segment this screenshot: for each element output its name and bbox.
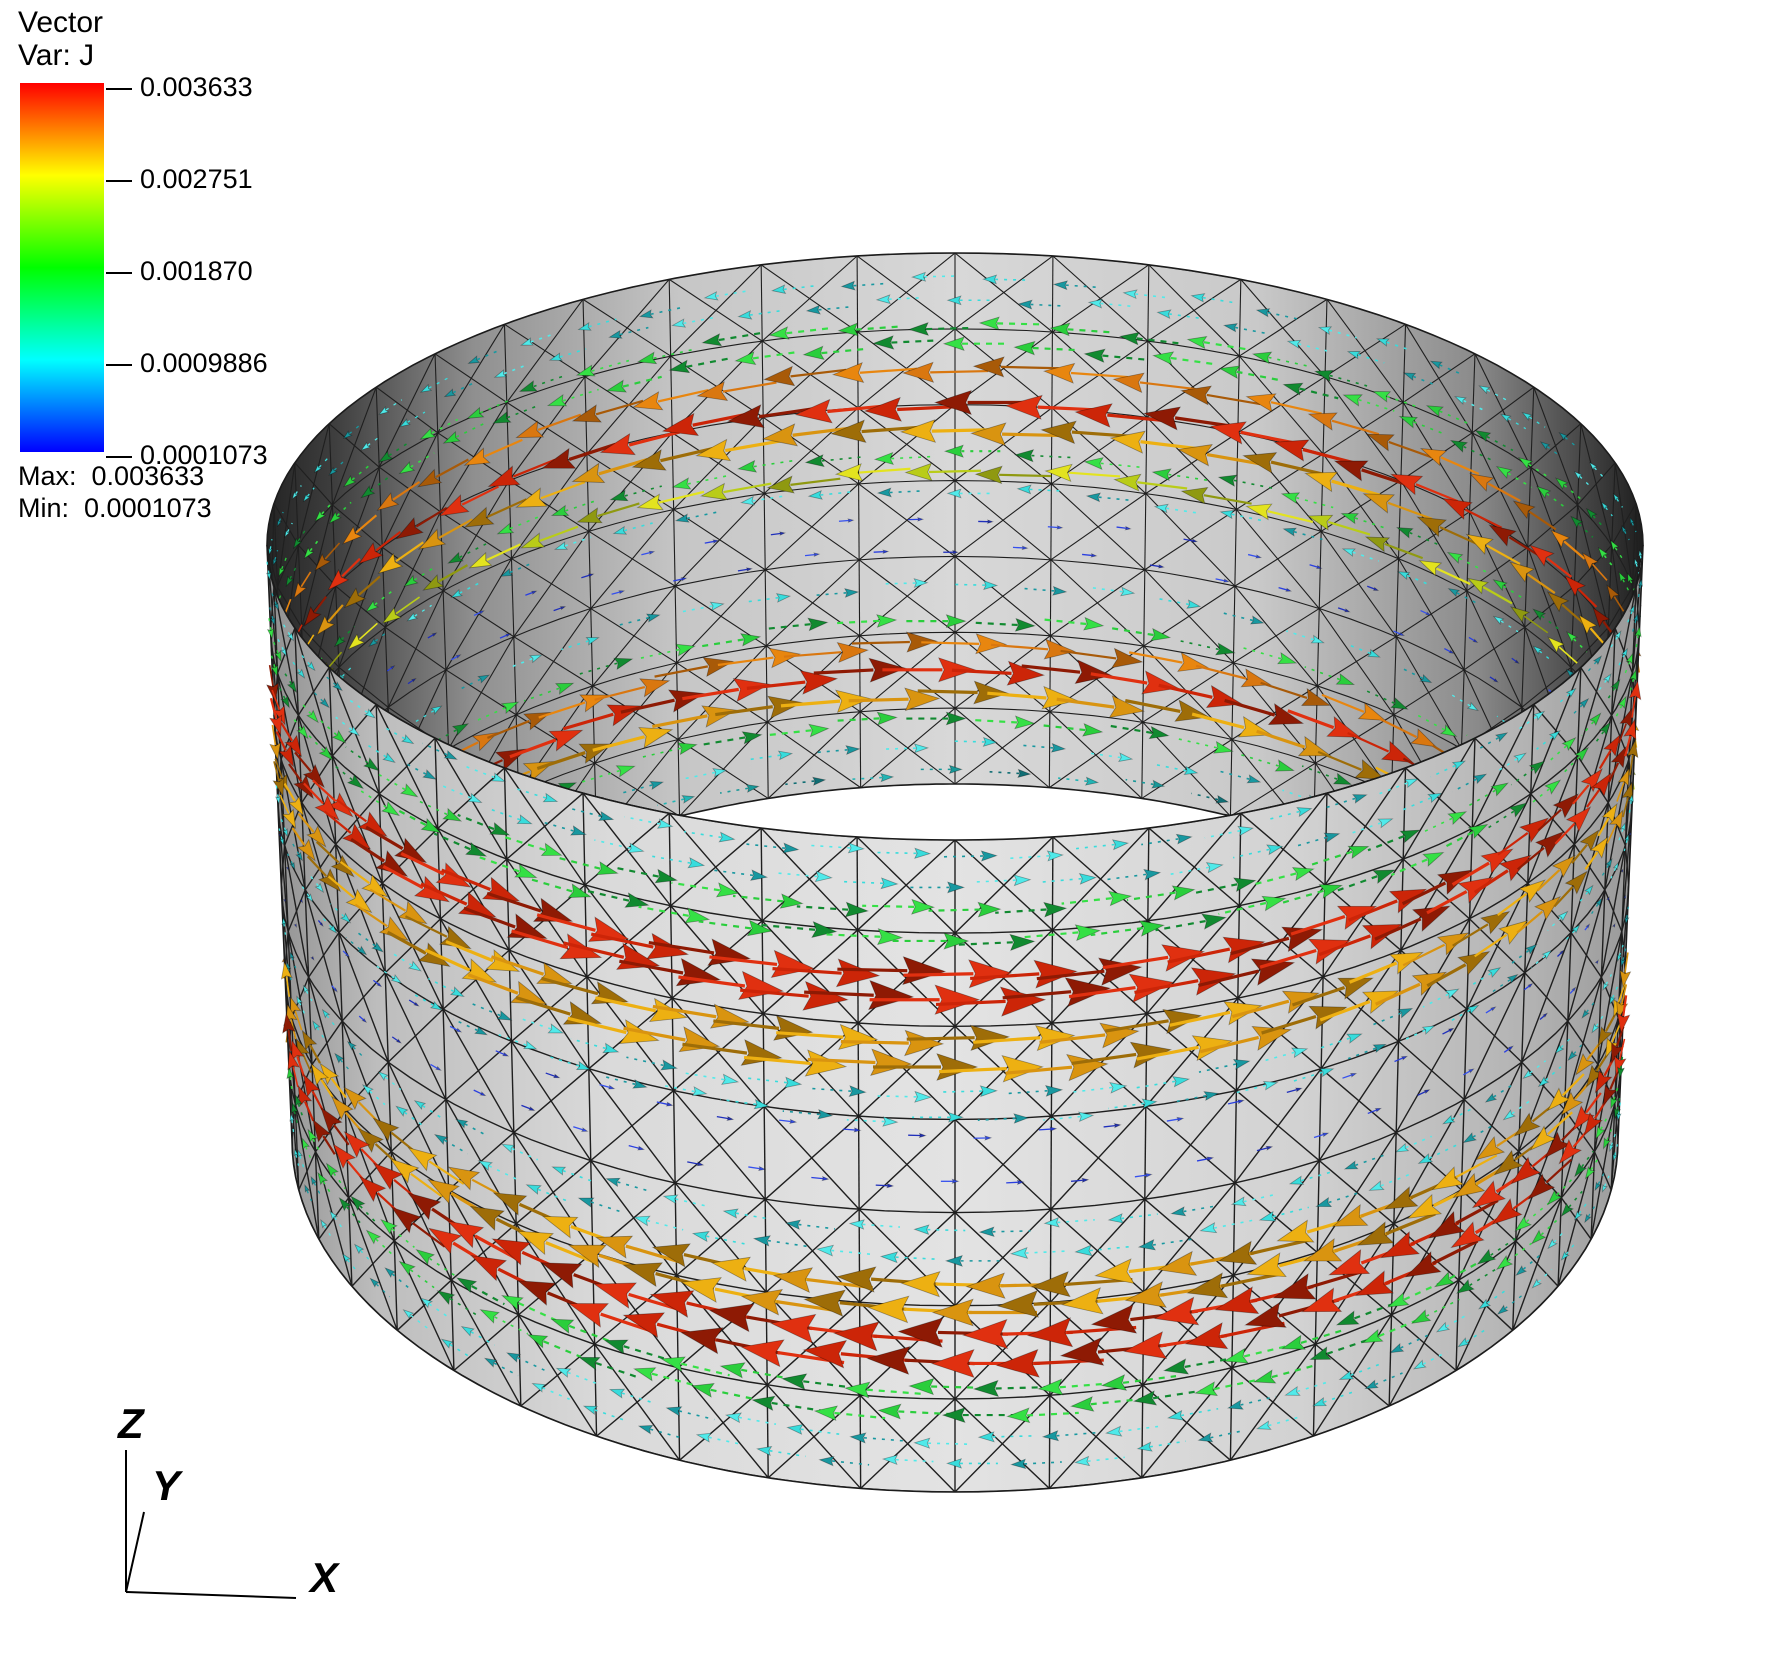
colorbar-tick-label: 0.003633 <box>140 72 253 102</box>
front-wall-vector-glyphs <box>265 561 1643 1470</box>
colorbar-tick-mark <box>106 88 132 90</box>
colorbar-tick-label: 0.001870 <box>140 256 253 286</box>
y-axis-label: Y <box>152 1462 184 1509</box>
legend-variable: Var: J <box>18 39 95 72</box>
max-label: Max: <box>18 461 77 491</box>
x-axis-line <box>125 1591 297 1599</box>
legend-title: Vector <box>18 6 104 39</box>
colorbar-tick-label: 0.0009886 <box>140 348 268 378</box>
colorbar-gradient <box>20 83 104 452</box>
colorbar-tick-label: 0.002751 <box>140 164 253 194</box>
max-value: 0.003633 <box>91 461 205 491</box>
colorbar-tick-mark <box>106 272 132 274</box>
min-value: 0.0001073 <box>84 493 212 523</box>
colorbar-tick-mark <box>106 364 132 366</box>
colorbar-tick-mark <box>106 180 132 182</box>
y-axis-line <box>125 1511 145 1593</box>
axis-triad: Z Y X <box>117 1400 341 1601</box>
min-readout: Min: 0.0001073 <box>18 493 212 524</box>
colorbar-tick-label: 0.0001073 <box>140 440 268 470</box>
z-axis-label: Z <box>117 1400 145 1447</box>
min-label: Min: <box>18 493 70 523</box>
x-axis-label: X <box>308 1554 341 1601</box>
colorbar-tick-mark <box>106 456 132 458</box>
max-readout: Max: 0.003633 <box>18 461 204 492</box>
legend: Vector Var: J 0.003633 0.002751 0.001870 0.… <box>18 6 318 523</box>
